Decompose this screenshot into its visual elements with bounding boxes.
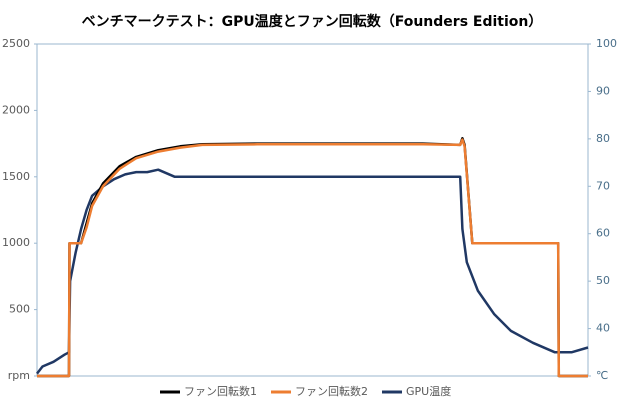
- y2-tick-label: 60: [596, 227, 610, 240]
- y2-tick-label: 90: [596, 84, 610, 97]
- legend-label: ファン回転数1: [184, 385, 257, 398]
- y2-tick-label: 70: [596, 179, 610, 192]
- y2-tick-label: 50: [596, 274, 610, 287]
- chart-title: ベンチマークテスト：GPU温度とファン回転数（Founders Edition）: [82, 13, 543, 30]
- series-line: [36, 168, 589, 375]
- legend-label: ファン回転数2: [295, 385, 368, 398]
- y-tick-label: 1000: [2, 236, 30, 249]
- y-tick-label: 2500: [2, 37, 30, 50]
- y-tick-label: rpm: [8, 369, 30, 382]
- y2-tick-label: ℃: [596, 369, 608, 382]
- y-tick-label: 2000: [2, 103, 30, 116]
- y2-tick-label: 80: [596, 132, 610, 145]
- series-line: [37, 137, 588, 378]
- plot-frame: [36, 43, 589, 377]
- y2-tick-label: 40: [596, 322, 610, 335]
- legend-label: GPU温度: [406, 384, 451, 398]
- y-tick-label: 500: [9, 303, 30, 316]
- y2-tick-label: 100: [596, 37, 617, 50]
- y-tick-label: 1500: [2, 170, 30, 183]
- series-line: [37, 138, 588, 378]
